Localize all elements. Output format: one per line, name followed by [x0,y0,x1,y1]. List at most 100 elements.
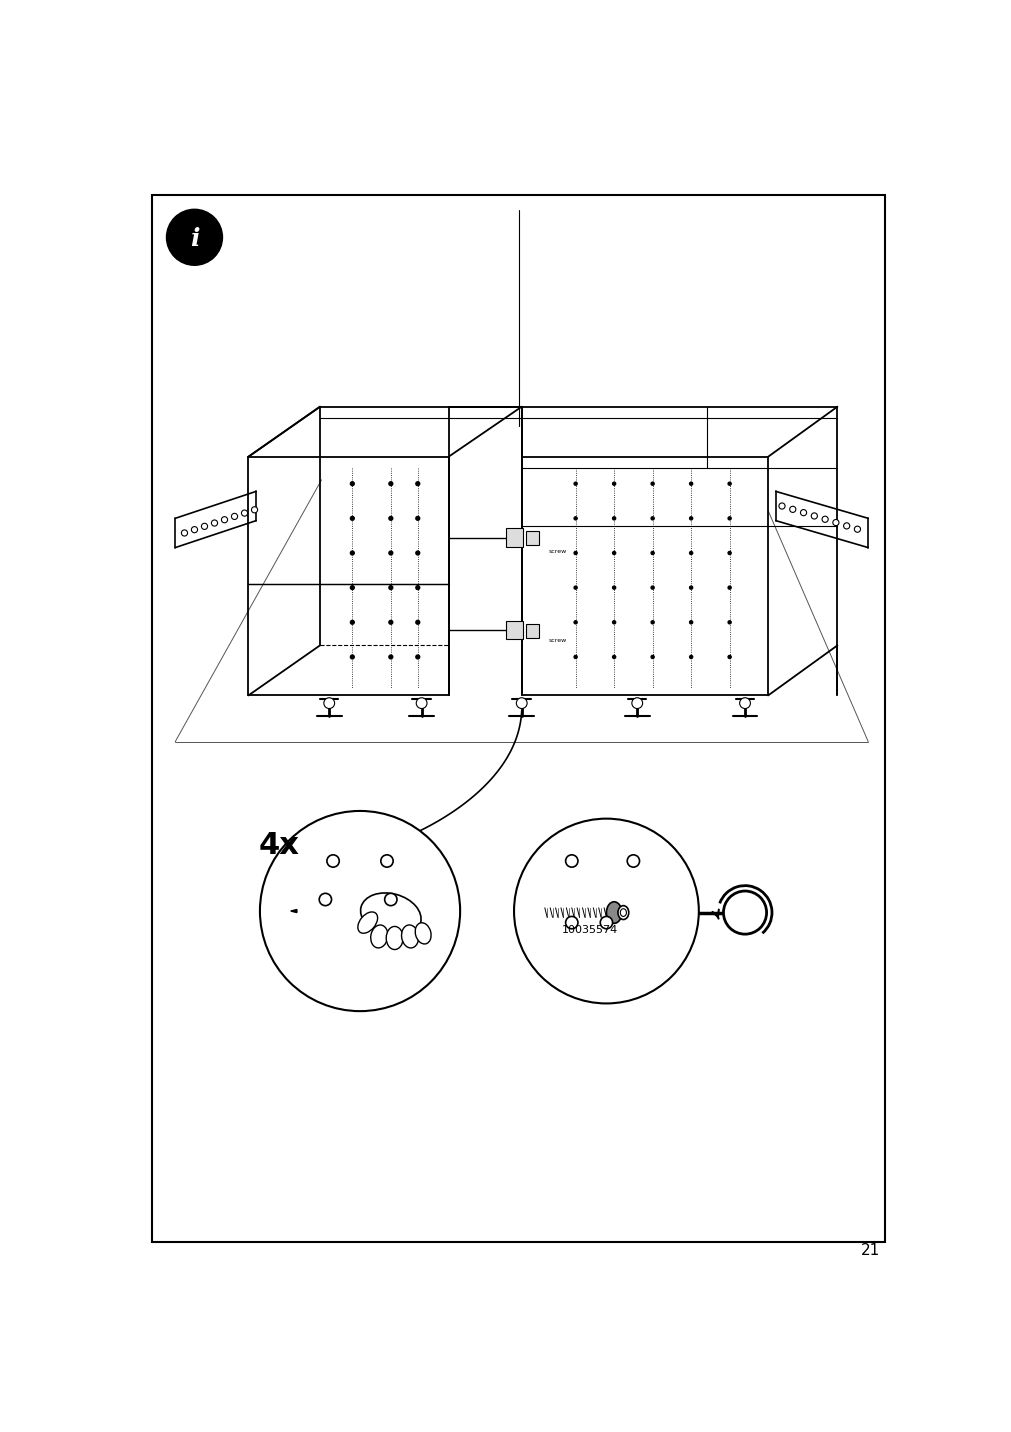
Circle shape [350,551,354,556]
Circle shape [727,656,730,659]
Circle shape [191,527,197,533]
Circle shape [416,697,427,709]
Circle shape [416,517,420,520]
Ellipse shape [618,905,628,919]
Circle shape [821,516,827,523]
Circle shape [201,523,207,530]
Circle shape [573,551,576,554]
Circle shape [727,517,730,520]
Circle shape [612,517,615,520]
Circle shape [600,916,612,929]
Circle shape [727,483,730,485]
Text: 21: 21 [859,1243,879,1257]
Bar [525,624,539,637]
Circle shape [573,517,576,520]
Ellipse shape [360,894,421,937]
Circle shape [573,586,576,589]
Circle shape [388,586,392,590]
Circle shape [416,654,420,659]
Circle shape [181,530,187,536]
Circle shape [650,551,653,554]
Bar [506,528,523,547]
Text: 4x: 4x [259,831,299,861]
Circle shape [843,523,849,528]
Circle shape [350,517,354,520]
Circle shape [324,697,335,709]
Circle shape [612,620,615,624]
Circle shape [221,517,227,523]
Circle shape [384,894,396,905]
Text: 10035574: 10035574 [561,925,617,935]
Circle shape [350,620,354,624]
Circle shape [688,483,692,485]
Ellipse shape [514,819,699,1004]
Circle shape [350,481,354,485]
Circle shape [727,551,730,554]
Circle shape [416,620,420,624]
Circle shape [612,656,615,659]
Circle shape [612,586,615,589]
Circle shape [573,620,576,624]
Ellipse shape [401,925,419,948]
Circle shape [327,855,339,868]
Circle shape [688,656,692,659]
Ellipse shape [260,811,460,1011]
Circle shape [727,586,730,589]
Circle shape [168,211,221,265]
Circle shape [211,520,217,526]
Ellipse shape [370,925,387,948]
Circle shape [388,551,392,556]
Circle shape [416,551,420,556]
Ellipse shape [415,922,431,944]
Circle shape [853,526,859,533]
Circle shape [350,586,354,590]
Circle shape [650,620,653,624]
Circle shape [232,513,238,520]
Polygon shape [290,909,296,912]
Ellipse shape [386,927,402,949]
Circle shape [612,551,615,554]
Circle shape [388,517,392,520]
Ellipse shape [620,909,626,916]
Circle shape [388,481,392,485]
Circle shape [811,513,817,518]
Text: i: i [189,226,199,251]
Circle shape [516,697,527,709]
Text: screw: screw [548,548,566,554]
Circle shape [650,483,653,485]
Circle shape [739,697,750,709]
Circle shape [688,551,692,554]
Circle shape [565,855,577,868]
Circle shape [727,620,730,624]
Circle shape [573,656,576,659]
Circle shape [650,517,653,520]
Circle shape [627,855,639,868]
Circle shape [573,483,576,485]
Bar [525,531,539,546]
Circle shape [650,656,653,659]
Text: screw: screw [548,637,566,643]
Circle shape [789,507,795,513]
Circle shape [388,620,392,624]
Bar [506,620,523,639]
Circle shape [388,654,392,659]
Circle shape [380,855,392,868]
Circle shape [350,654,354,659]
Circle shape [416,586,420,590]
Circle shape [565,916,577,929]
Circle shape [631,697,642,709]
Circle shape [832,520,838,526]
Circle shape [778,503,785,510]
Circle shape [688,586,692,589]
Ellipse shape [358,912,377,934]
Circle shape [650,586,653,589]
Circle shape [242,510,248,516]
Ellipse shape [606,902,621,924]
Circle shape [416,481,420,485]
Circle shape [688,517,692,520]
Circle shape [612,483,615,485]
Circle shape [723,891,766,934]
Circle shape [688,620,692,624]
Circle shape [318,894,332,905]
Circle shape [251,507,258,513]
